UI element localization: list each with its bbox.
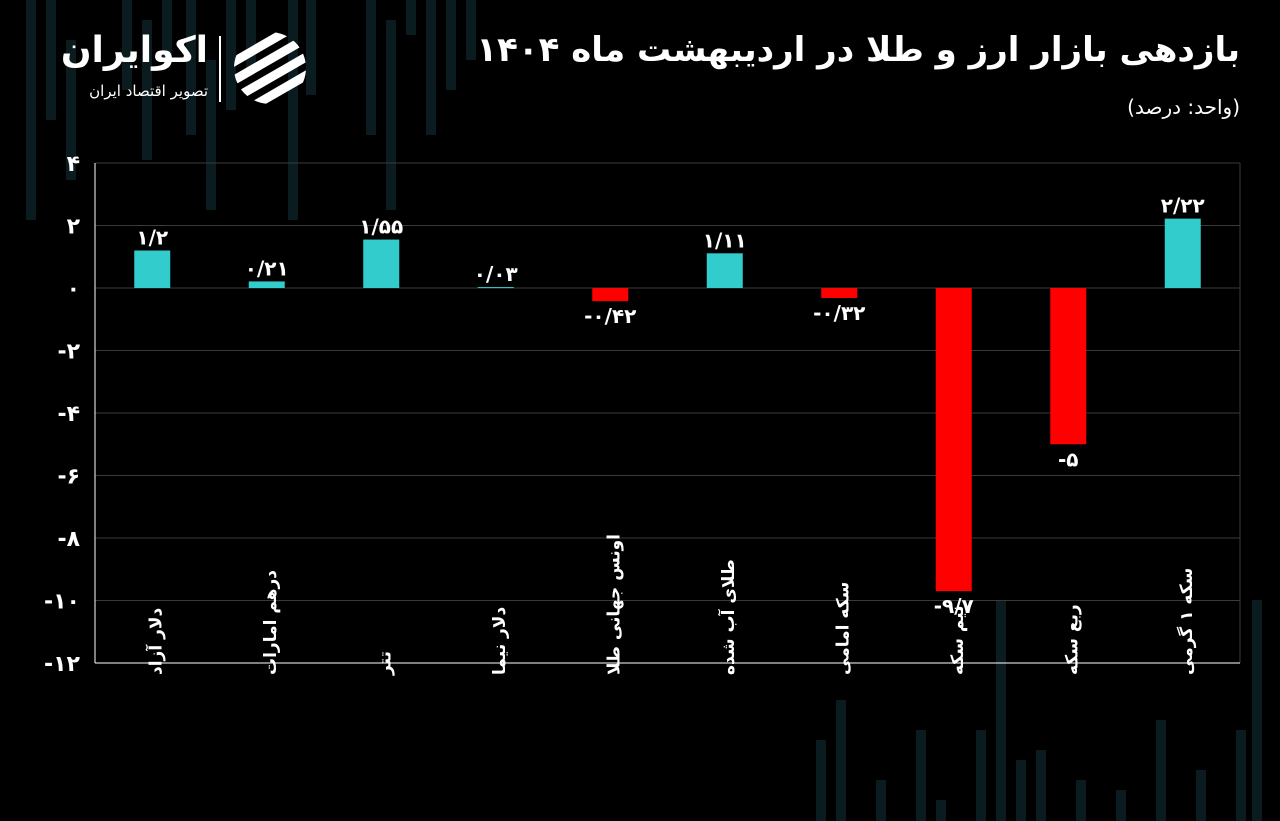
decorative-candle bbox=[916, 730, 926, 821]
decorative-candle bbox=[26, 0, 36, 220]
decorative-candle bbox=[876, 780, 886, 821]
decorative-candle bbox=[366, 0, 376, 135]
data-label: ۰/۰۳ bbox=[474, 262, 518, 286]
y-tick-label: -۸ bbox=[57, 527, 80, 552]
decorative-candle bbox=[1036, 750, 1046, 821]
decorative-candle bbox=[162, 0, 172, 60]
data-label: -۹/۷ bbox=[934, 594, 974, 618]
category-label: ربع سکه bbox=[1062, 604, 1082, 675]
brand-tagline: تصویر اقتصاد ایران bbox=[89, 82, 208, 100]
y-tick-label: ۰ bbox=[67, 277, 80, 302]
decorative-candle bbox=[142, 20, 152, 160]
y-tick-label: ۴ bbox=[67, 152, 80, 177]
decorative-candle bbox=[1252, 600, 1262, 821]
category-label: سکه امامی bbox=[833, 582, 853, 675]
decorative-candle bbox=[816, 740, 826, 821]
data-label: ۱/۱۱ bbox=[703, 228, 747, 252]
decorative-candle bbox=[406, 0, 416, 35]
decorative-candle bbox=[386, 20, 396, 210]
decorative-candle bbox=[186, 0, 196, 135]
category-label: تتر bbox=[375, 651, 395, 676]
bar bbox=[935, 288, 972, 592]
y-tick-label: -۴ bbox=[57, 402, 80, 427]
decorative-candle bbox=[466, 0, 476, 60]
data-label: ۱/۲ bbox=[136, 226, 168, 250]
data-label: ۱/۵۵ bbox=[359, 215, 403, 239]
decorative-candle bbox=[46, 0, 56, 120]
decorative-candle bbox=[66, 40, 76, 180]
decorative-candle bbox=[996, 600, 1006, 821]
decorative-candle bbox=[226, 0, 236, 110]
decorative-candle bbox=[836, 700, 846, 821]
data-label: -۰/۴۲ bbox=[584, 304, 636, 328]
decorative-candle bbox=[936, 800, 946, 821]
data-label: -۰/۳۲ bbox=[813, 301, 865, 325]
data-label: ۲/۲۲ bbox=[1161, 194, 1205, 218]
bar bbox=[363, 239, 400, 288]
category-label: طلای آب شده bbox=[717, 559, 739, 675]
bar bbox=[821, 288, 858, 298]
y-tick-label: ۲ bbox=[67, 215, 81, 240]
bar bbox=[706, 253, 743, 288]
decorative-candle bbox=[288, 0, 298, 220]
decorative-candle bbox=[122, 0, 132, 90]
category-label: دلار آزاد bbox=[144, 607, 166, 675]
y-tick-label: -۲ bbox=[57, 340, 80, 365]
brand-mark-icon bbox=[234, 32, 306, 104]
decorative-candle bbox=[426, 0, 436, 135]
logo-divider bbox=[219, 36, 221, 102]
brand-name: اکوایران bbox=[60, 30, 208, 71]
category-label: دلار نیما bbox=[490, 607, 510, 675]
decorative-candle bbox=[1076, 780, 1086, 821]
chart-title: بازدهی بازار ارز و طلا در اردیبهشت ماه ۱… bbox=[476, 30, 1240, 70]
decorative-candle bbox=[1116, 790, 1126, 821]
decorative-candle bbox=[976, 730, 986, 821]
unit-label: (واحد: درصد) bbox=[1127, 95, 1240, 119]
data-label: ۰/۲۱ bbox=[245, 256, 289, 280]
bar bbox=[477, 287, 514, 289]
data-label: -۵ bbox=[1058, 447, 1079, 471]
y-tick-label: -۶ bbox=[57, 465, 80, 490]
decorative-candle bbox=[246, 0, 256, 70]
category-label: سکه ۱ گرمی bbox=[1176, 568, 1197, 675]
decorative-candle bbox=[446, 0, 456, 90]
category-label: نیم سکه bbox=[948, 606, 968, 676]
y-tick-label: -۱۰ bbox=[44, 590, 80, 615]
category-label: درهم امارات bbox=[261, 570, 281, 675]
decorative-candle bbox=[206, 60, 216, 210]
decorative-candle bbox=[1196, 770, 1206, 821]
decorative-candle bbox=[1016, 760, 1026, 821]
bar bbox=[134, 250, 171, 288]
brand-logo: اکوایران تصویر اقتصاد ایران bbox=[50, 30, 310, 110]
decorative-candle bbox=[1156, 720, 1166, 821]
bar bbox=[248, 281, 285, 288]
decorative-candle bbox=[306, 0, 316, 95]
decorative-candle bbox=[1236, 730, 1246, 821]
y-tick-label: -۱۲ bbox=[44, 652, 81, 677]
category-label: اونس جهانی طلا bbox=[604, 534, 624, 675]
bar bbox=[1164, 218, 1201, 288]
bar bbox=[1050, 288, 1087, 445]
bar bbox=[592, 288, 629, 302]
